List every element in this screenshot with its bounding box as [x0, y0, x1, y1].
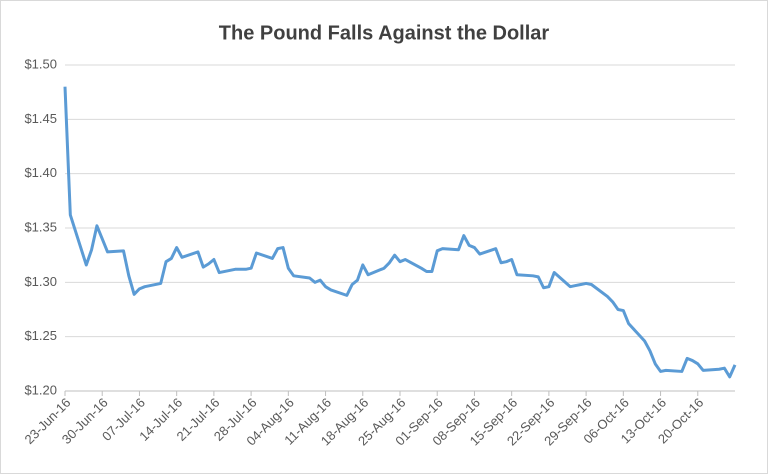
data-line [63, 86, 737, 379]
y-tick-label: $1.40 [24, 165, 57, 180]
y-tick-label: $1.50 [24, 56, 57, 71]
y-tick-label: $1.20 [24, 382, 57, 397]
y-tick-label: $1.45 [24, 111, 57, 126]
y-tick-label: $1.30 [24, 274, 57, 289]
y-tick-label: $1.25 [24, 328, 57, 343]
chart-title: The Pound Falls Against the Dollar [219, 22, 550, 44]
y-tick-label: $1.35 [24, 219, 57, 234]
